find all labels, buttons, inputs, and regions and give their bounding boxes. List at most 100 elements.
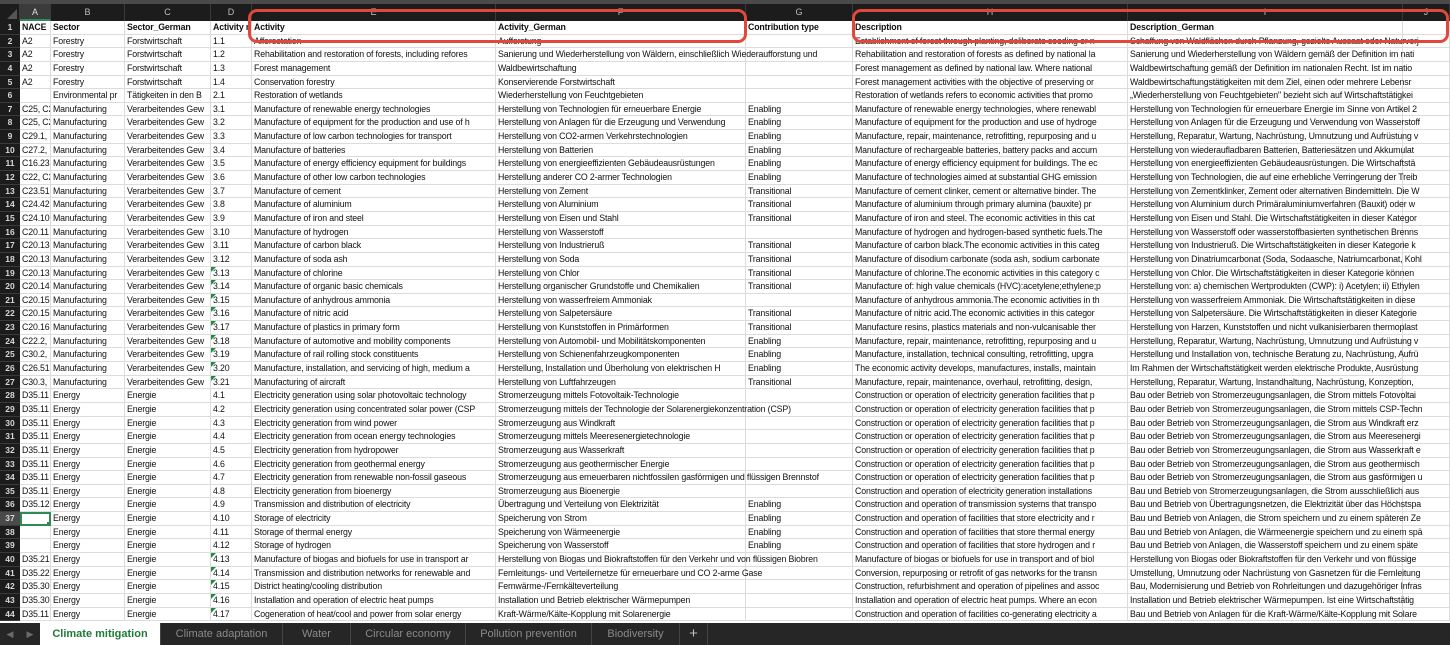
- cell-sector-german[interactable]: Verarbeitendes Gew: [125, 348, 211, 363]
- cell-contribution-type[interactable]: Enabling: [746, 539, 853, 553]
- cell-contribution-type[interactable]: Transitional: [746, 211, 853, 226]
- cell-sector-german[interactable]: Verarbeitendes Gew: [125, 280, 211, 294]
- cell-activity[interactable]: Storage of hydrogen: [252, 539, 496, 553]
- cell-nace[interactable]: C20.13: [20, 252, 51, 267]
- cell-nace[interactable]: D35.21: [20, 552, 51, 567]
- cell-nace[interactable]: [20, 89, 51, 103]
- cell-nace[interactable]: C20.13: [20, 266, 51, 281]
- row-number[interactable]: 28: [0, 389, 20, 403]
- row-number[interactable]: 44: [0, 607, 20, 622]
- cell-contribution-type[interactable]: Enabling: [746, 498, 853, 513]
- cell-description[interactable]: Construction or operation of electricity…: [853, 402, 1128, 417]
- cell-sector-german[interactable]: Energie: [125, 539, 211, 553]
- cell-contribution-type[interactable]: [746, 402, 853, 417]
- cell-contribution-type[interactable]: Enabling: [746, 348, 853, 363]
- cell-activity-number[interactable]: 4.9: [211, 498, 252, 513]
- cell-sector[interactable]: Forestry: [51, 48, 125, 62]
- cell-description[interactable]: Manufacture of renewable energy technolo…: [853, 102, 1128, 117]
- cell-sector-german[interactable]: Verarbeitendes Gew: [125, 102, 211, 117]
- cell-activity-german[interactable]: Herstellung von Aluminium: [496, 198, 746, 212]
- cell-contribution-type[interactable]: [746, 593, 853, 608]
- cell-sector-german[interactable]: Verarbeitendes Gew: [125, 334, 211, 349]
- cell-activity-german[interactable]: Fernleitungs- und Verteilernetze für ern…: [496, 566, 762, 581]
- row-number[interactable]: 30: [0, 416, 20, 431]
- cell-description-german[interactable]: Bau und Betrieb von Stromerzeugungsanlag…: [1128, 484, 1419, 499]
- cell-activity-number[interactable]: 4.1: [211, 389, 252, 403]
- cell-description-german[interactable]: Bau und Betrieb von Anlagen für die Kraf…: [1128, 607, 1417, 622]
- cell-contribution-type[interactable]: Transitional: [746, 280, 853, 294]
- cell-activity-number[interactable]: 3.5: [211, 157, 252, 172]
- cell-sector[interactable]: Manufacturing: [51, 211, 125, 226]
- cell-activity[interactable]: Manufacture of automotive and mobility c…: [252, 334, 496, 349]
- cell-activity-number[interactable]: 3.14: [211, 280, 252, 294]
- cell-contribution-type[interactable]: Enabling: [746, 157, 853, 172]
- cell-activity-german[interactable]: Speicherung von Wärmeenergie: [496, 525, 746, 540]
- cell-sector-german[interactable]: Verarbeitendes Gew: [125, 307, 211, 322]
- cell-contribution-type[interactable]: [746, 75, 853, 90]
- cell-nace[interactable]: C23.51: [20, 184, 51, 199]
- cell-activity-german[interactable]: Herstellung von Zement: [496, 184, 746, 199]
- cell-activity-german[interactable]: Herstellung von Salpetersäure: [496, 307, 746, 322]
- cell-sector[interactable]: Environmental pr: [51, 89, 125, 103]
- cell-sector[interactable]: Energy: [51, 607, 125, 622]
- cell-description-german[interactable]: Bau oder Betrieb von Stromerzeugungsanla…: [1128, 389, 1416, 403]
- cell-sector-german[interactable]: Energie: [125, 457, 211, 472]
- cell-activity-number[interactable]: 3.6: [211, 171, 252, 185]
- cell-activity-german[interactable]: Stromerzeugung aus erneuerbaren nichtfos…: [496, 471, 819, 485]
- cell-description-german[interactable]: Herstellung von energieeffizienten Gebäu…: [1128, 157, 1415, 172]
- cell-activity-number[interactable]: 4.12: [211, 539, 252, 553]
- cell-activity-number[interactable]: 3.15: [211, 293, 252, 308]
- cell-description[interactable]: Manufacture of anhydrous ammonia.The eco…: [853, 293, 1128, 308]
- cell-description-german[interactable]: Herstellung von Dinatriumcarbonat (Soda,…: [1128, 252, 1422, 267]
- cell-activity[interactable]: Restoration of wetlands: [252, 89, 496, 103]
- row-number[interactable]: 9: [0, 130, 20, 144]
- cell-activity[interactable]: Manufacture of cement: [252, 184, 496, 199]
- cell-activity-german[interactable]: Herstellung von Anlagen für die Erzeugun…: [496, 116, 746, 131]
- cell-sector-german[interactable]: Energie: [125, 552, 211, 567]
- cell-sector[interactable]: Energy: [51, 539, 125, 553]
- cell-activity-number[interactable]: 4.6: [211, 457, 252, 472]
- cell-description-german[interactable]: Herstellung von wiederaufladbaren Batter…: [1128, 143, 1414, 158]
- cell-activity-german[interactable]: Herstellung von CO2-armen Verkehrstechno…: [496, 130, 746, 144]
- row-number[interactable]: 4: [0, 61, 20, 76]
- column-header-d[interactable]: D: [211, 4, 252, 21]
- cell-nace[interactable]: C26.51: [20, 362, 51, 376]
- cell-description[interactable]: Manufacture, repair, maintenance, overha…: [853, 375, 1128, 390]
- cell-nace[interactable]: C24.42: [20, 198, 51, 212]
- cell-sector[interactable]: Manufacturing: [51, 198, 125, 212]
- cell-sector[interactable]: Energy: [51, 498, 125, 513]
- cell-description[interactable]: Manufacture of technologies aimed at sub…: [853, 171, 1128, 185]
- cell-sector-german[interactable]: Forstwirtschaft: [125, 75, 211, 90]
- cell-contribution-type[interactable]: [746, 48, 853, 62]
- cell-activity-german[interactable]: Kraft-Wärme/Kälte-Kopplung mit Solarener…: [496, 607, 746, 622]
- row-number[interactable]: 16: [0, 225, 20, 240]
- cell-sector[interactable]: Manufacturing: [51, 130, 125, 144]
- cell-contribution-type[interactable]: Transitional: [746, 266, 853, 281]
- cell-description[interactable]: Construction or operation of electricity…: [853, 430, 1128, 444]
- cell-nace[interactable]: D35.11: [20, 484, 51, 499]
- cell-contribution-type[interactable]: Enabling: [746, 362, 853, 376]
- cell-description[interactable]: Establishment of forest through planting…: [853, 34, 1128, 49]
- cell-sector[interactable]: Manufacturing: [51, 375, 125, 390]
- cell-sector-german[interactable]: Verarbeitendes Gew: [125, 239, 211, 253]
- cell-sector[interactable]: Manufacturing: [51, 116, 125, 131]
- cell-nace[interactable]: C20.15: [20, 307, 51, 322]
- cell-description[interactable]: Construction and operation of facilities…: [853, 525, 1128, 540]
- cell-description-german[interactable]: Herstellung von Zementklinker, Zement od…: [1128, 184, 1420, 199]
- column-header-j[interactable]: J: [1403, 4, 1450, 21]
- tab-circular-economy[interactable]: Circular economy: [351, 623, 466, 645]
- cell-sector-german[interactable]: Energie: [125, 484, 211, 499]
- cell-nace[interactable]: D35.11: [20, 389, 51, 403]
- cell-description-german[interactable]: Bau und Betrieb von Übertragungsnetzen, …: [1128, 498, 1421, 513]
- cell-activity-number[interactable]: 3.4: [211, 143, 252, 158]
- cell-activity-number[interactable]: 1.3: [211, 61, 252, 76]
- cell-description[interactable]: Manufacture, installation, technical con…: [853, 348, 1128, 363]
- cell-description[interactable]: Manufacture, repair, maintenance, retrof…: [853, 334, 1128, 349]
- cell-contribution-type[interactable]: Enabling: [746, 130, 853, 144]
- header-cell-activity-german[interactable]: Activity_German: [496, 21, 746, 35]
- cell-sector[interactable]: Manufacturing: [51, 239, 125, 253]
- cell-description-german[interactable]: Sanierung und Wiederherstellung von Wäld…: [1128, 48, 1414, 62]
- cell-activity[interactable]: Manufacture of low carbon technologies f…: [252, 130, 496, 144]
- row-number[interactable]: 11: [0, 157, 20, 172]
- cell-nace[interactable]: D35.11: [20, 457, 51, 472]
